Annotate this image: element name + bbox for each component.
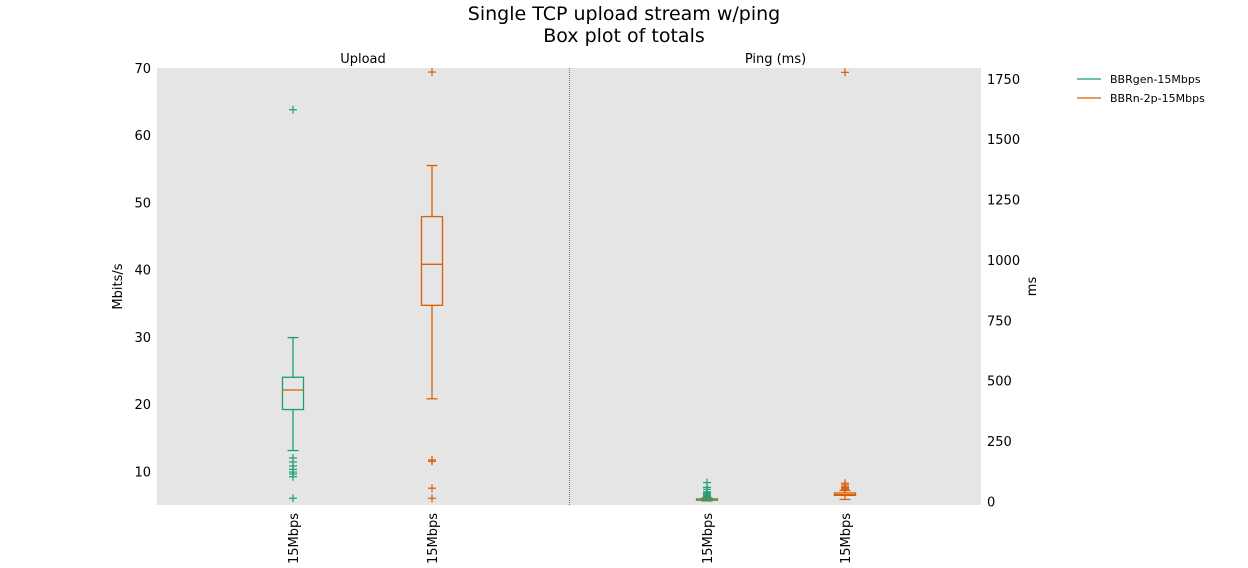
- legend: BBRgen-15Mbps BBRn-2p-15Mbps: [1077, 73, 1205, 105]
- plot-background: [157, 68, 981, 505]
- outlier-point: [428, 494, 436, 503]
- box-iqr: [420, 215, 444, 306]
- y-tick-label: 1750: [987, 73, 1020, 88]
- y-tick-label: 70: [134, 62, 151, 77]
- y-tick-label: 0: [987, 495, 995, 510]
- panel-title: Upload: [340, 52, 386, 67]
- legend-item: BBRn-2p-15Mbps: [1077, 92, 1205, 105]
- y-tick-label: 250: [987, 435, 1012, 450]
- chart-subtitle: Box plot of totals: [543, 25, 705, 47]
- y-tick-label: 750: [987, 314, 1012, 329]
- legend-label: BBRn-2p-15Mbps: [1110, 92, 1205, 105]
- box-BBRgen-15Mbps: [281, 105, 305, 503]
- x-tick-label: 15Mbps: [701, 513, 716, 564]
- y-tick-label: 20: [134, 398, 151, 413]
- y-axis-label: ms: [1025, 277, 1040, 297]
- y-tick-label: 50: [134, 196, 151, 211]
- x-tick-label: 15Mbps: [839, 513, 854, 564]
- legend-item: BBRgen-15Mbps: [1077, 73, 1201, 86]
- y-tick-label: 500: [987, 375, 1012, 390]
- outlier-point: [428, 68, 436, 77]
- y-tick-label: 40: [134, 264, 151, 279]
- box-BBRn-2p-15Mbps: [833, 68, 857, 501]
- box-BBRgen-15Mbps: [695, 478, 719, 502]
- y-tick-label: 10: [134, 465, 151, 480]
- outlier-point: [289, 472, 297, 481]
- x-tick-label: 15Mbps: [426, 513, 441, 564]
- y-axis-label: Mbits/s: [111, 263, 126, 309]
- outlier-point: [289, 105, 297, 114]
- box-BBRn-2p-15Mbps: [420, 68, 444, 503]
- legend-label: BBRgen-15Mbps: [1110, 73, 1201, 86]
- box-iqr: [281, 376, 305, 411]
- plot-area: Upload 10 20 30 40 50 60 70 Mbits/s 15Mbps 15Mbps P…: [111, 52, 1040, 564]
- y-tick-label: 1000: [987, 254, 1020, 269]
- y-tick-label: 1500: [987, 133, 1020, 148]
- outlier-point: [289, 494, 297, 503]
- panel-title: Ping (ms): [745, 52, 806, 67]
- outlier-point: [841, 479, 849, 488]
- outlier-point: [841, 68, 849, 77]
- chart-title: Single TCP upload stream w/ping: [468, 3, 780, 25]
- outlier-point: [428, 484, 436, 493]
- y-tick-label: 1250: [987, 194, 1020, 209]
- y-tick-label: 60: [134, 129, 151, 144]
- y-tick-label: 30: [134, 331, 151, 346]
- outlier-point: [428, 457, 436, 466]
- x-tick-label: 15Mbps: [287, 513, 302, 564]
- outlier-point: [703, 478, 711, 487]
